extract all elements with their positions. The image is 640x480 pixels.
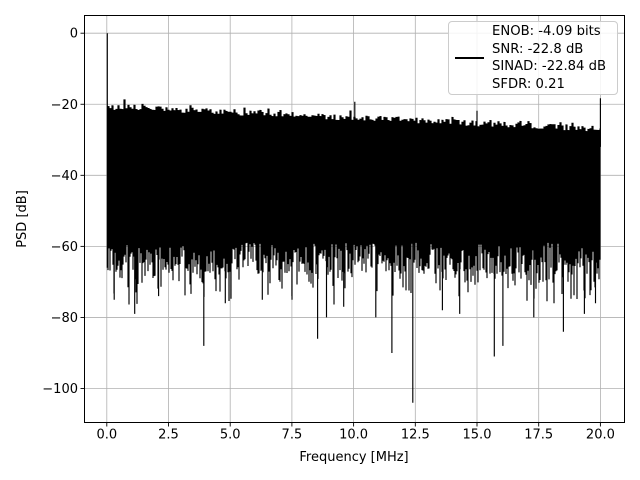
x-tick-label: 7.5: [282, 428, 303, 443]
legend-sinad: SINAD: -22.84 dB: [492, 59, 607, 74]
y-tick-label: 0: [70, 27, 78, 42]
x-tick-label: 5.0: [220, 428, 241, 443]
plot-frame: [84, 15, 625, 423]
psd-trace: [106, 33, 601, 403]
legend-line-sample: [455, 56, 484, 60]
legend-sfdr: SFDR: 0.21: [492, 76, 565, 92]
x-tick-label: 20.0: [586, 428, 615, 443]
y-tick-label: −40: [51, 169, 78, 184]
legend-snr: SNR: -22.8 dB: [492, 41, 584, 57]
y-tick-label: −80: [51, 311, 78, 326]
legend-enob: ENOB: -4.09 bits: [492, 24, 601, 39]
legend-text: ENOB: -4.09 bits SNR: -22.8 dB SINAD: -2…: [492, 23, 606, 93]
x-tick-label: 17.5: [524, 428, 553, 443]
y-tick-label: −100: [42, 382, 78, 397]
x-tick-label: 0.0: [96, 428, 117, 443]
x-tick-labels: 0.0 2.5 5.0 7.5 10.0 12.5 15.0 17.5 20.0: [96, 428, 614, 443]
x-tick-label: 2.5: [158, 428, 179, 443]
y-tick-labels: 0 −20 −40 −60 −80 −100: [42, 27, 78, 397]
y-tick-label: −20: [51, 98, 78, 113]
legend: ENOB: -4.09 bits SNR: -22.8 dB SINAD: -2…: [448, 21, 618, 95]
x-tick-label: 15.0: [463, 428, 492, 443]
x-tick-label: 12.5: [401, 428, 430, 443]
x-axis-label: Frequency [MHz]: [299, 450, 408, 465]
y-tick-label: −60: [51, 240, 78, 255]
x-tick-label: 10.0: [339, 428, 368, 443]
y-axis-label: PSD [dB]: [15, 190, 30, 248]
tick-marks: [80, 32, 601, 427]
